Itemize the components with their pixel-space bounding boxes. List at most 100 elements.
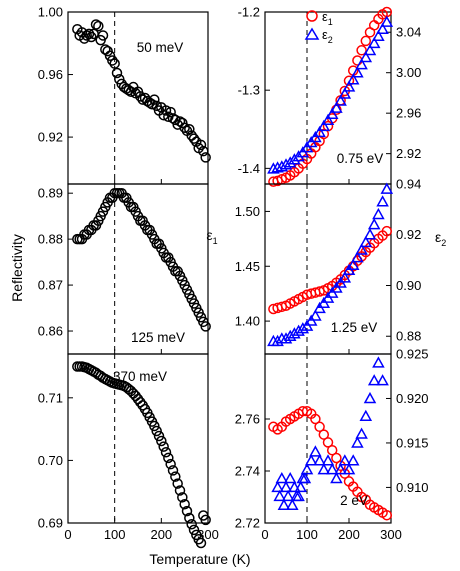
y-tick-label: 2.74 xyxy=(235,464,260,479)
panel-annotation: 2 eV xyxy=(340,493,368,508)
data-point-triangle xyxy=(359,235,373,248)
data-point-triangle xyxy=(359,409,373,422)
data-point-triangle xyxy=(338,271,352,283)
data-point-circle xyxy=(181,505,193,517)
data-point-circle xyxy=(167,465,179,476)
data-point-triangle xyxy=(355,243,368,255)
data-point-triangle xyxy=(376,195,389,207)
data-point-triangle xyxy=(275,160,289,172)
data-point-triangle xyxy=(346,454,360,466)
data-point-triangle xyxy=(267,162,280,174)
data-point-circle xyxy=(165,458,176,470)
data-point-triangle xyxy=(294,480,307,493)
data-point-triangle xyxy=(300,463,314,475)
left-y-axis-label: Reflectivity xyxy=(9,234,25,302)
y2-tick-label: 0.88 xyxy=(396,329,421,344)
right-y-axis-label: ε2 xyxy=(435,229,446,248)
y-tick-label: -1.3 xyxy=(238,83,260,98)
data-point-triangle xyxy=(317,463,331,475)
data-point-triangle xyxy=(321,113,335,126)
data-point-triangle xyxy=(286,498,299,510)
data-point-triangle xyxy=(288,480,301,493)
data-point-triangle xyxy=(380,182,394,194)
y-tick-label: 1.45 xyxy=(235,259,260,274)
data-point-circle xyxy=(149,420,160,432)
data-point-circle xyxy=(172,478,183,489)
legend: ε1 ε2 xyxy=(304,9,333,45)
data-point-triangle xyxy=(338,454,352,466)
data-point-triangle xyxy=(325,107,339,119)
y2-tick-label: 0.915 xyxy=(396,435,429,450)
data-point-circle xyxy=(111,67,123,79)
right-y-axis-label-subscript: 2 xyxy=(441,238,446,248)
data-point-circle xyxy=(86,31,97,43)
data-point-triangle xyxy=(298,471,312,484)
data-point-triangle xyxy=(281,489,295,502)
data-point-circle xyxy=(195,537,207,549)
data-point-triangle xyxy=(376,374,389,386)
data-point-circle xyxy=(318,429,330,440)
data-point-triangle xyxy=(330,101,343,113)
data-point-triangle xyxy=(334,94,347,106)
panel-left-top: 1.00 0.96 0.92 50 meV xyxy=(38,5,211,185)
data-point-triangle xyxy=(380,15,394,27)
data-point-circle xyxy=(179,498,190,510)
data-point-circle xyxy=(322,437,334,448)
data-point-circle xyxy=(310,413,321,425)
panel-right-top: -1.2 -1.3 -1.4 3.04 3.00 2.96 2.92 0.75 eV xyxy=(238,5,421,187)
data-point-triangle xyxy=(271,480,284,493)
x-tick-label: 0 xyxy=(64,527,71,542)
data-point-triangle xyxy=(304,454,318,466)
legend-label-eps1-symbol: ε xyxy=(322,9,328,24)
data-point-triangle xyxy=(330,471,343,484)
data-point-circle xyxy=(97,30,109,41)
data-point-triangle xyxy=(355,58,368,70)
data-point-triangle xyxy=(346,258,360,270)
data-point-triangle xyxy=(273,489,286,502)
data-point-triangle xyxy=(313,454,326,466)
y-tick-label: -1.2 xyxy=(238,5,260,20)
data-point-triangle xyxy=(296,322,310,334)
legend-label-eps2-subscript: 2 xyxy=(328,35,333,45)
data-point-triangle xyxy=(275,471,289,484)
data-point-triangle xyxy=(372,29,385,42)
data-point-circle xyxy=(135,91,146,102)
data-point-triangle xyxy=(351,66,364,78)
legend-label-eps2-symbol: ε xyxy=(322,27,328,42)
middle-y-axis-label: ε1 xyxy=(206,227,217,246)
data-point-circle xyxy=(158,441,169,452)
y2-tick-label: 0.920 xyxy=(396,391,429,406)
middle-y-axis-label-subscript: 1 xyxy=(213,236,218,246)
data-point-circle xyxy=(90,19,102,30)
panel-annotation: 125 meV xyxy=(131,330,185,345)
data-point-triangle xyxy=(313,125,326,138)
data-point-circle xyxy=(81,30,92,41)
y-tick-label: 0.70 xyxy=(38,453,63,468)
data-point-triangle xyxy=(325,463,339,475)
data-point-triangle xyxy=(271,334,284,347)
y-tick-label: 0.88 xyxy=(38,232,63,247)
data-point-circle xyxy=(165,106,176,118)
data-point-circle xyxy=(381,509,393,521)
data-point-circle xyxy=(109,58,120,69)
data-point-circle xyxy=(198,145,209,157)
data-point-triangle xyxy=(359,50,373,63)
data-point-triangle xyxy=(367,218,381,230)
y-tick-label: -1.4 xyxy=(238,161,260,176)
data-point-triangle xyxy=(338,87,352,99)
data-point-triangle xyxy=(283,156,297,168)
y-tick-label: 2.72 xyxy=(235,516,260,531)
data-point-circle xyxy=(151,425,162,437)
y2-tick-label: 3.04 xyxy=(396,25,421,40)
y2-tick-label: 0.925 xyxy=(396,347,429,362)
data-point-circle xyxy=(314,421,325,433)
x-axis-label: Temperature (K) xyxy=(149,551,250,567)
y2-tick-label: 2.92 xyxy=(396,146,421,161)
panel-annotation: 50 meV xyxy=(137,40,184,55)
y-tick-label: 0.69 xyxy=(38,516,63,531)
plot-area: 1.00 0.96 0.92 50 meV 0.89 0.88 0.87 0.86 125 me… xyxy=(38,5,429,549)
y2-tick-label: 0.90 xyxy=(396,278,421,293)
data-point-triangle xyxy=(292,489,305,502)
data-point-circle xyxy=(184,124,195,135)
